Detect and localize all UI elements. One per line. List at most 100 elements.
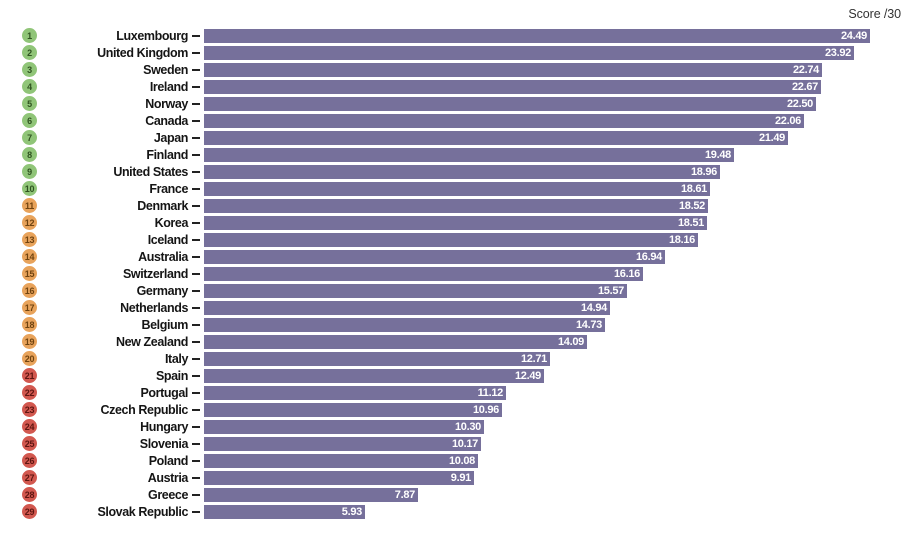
score-value: 16.16 xyxy=(613,267,640,280)
country-label: United Kingdom xyxy=(97,45,188,60)
score-value: 11.12 xyxy=(477,386,504,399)
country-label: Canada xyxy=(145,113,188,128)
score-value: 22.50 xyxy=(786,97,813,110)
bar-area: 22.50 xyxy=(204,96,908,111)
tick-mark xyxy=(192,119,200,122)
tick-mark xyxy=(192,85,200,88)
score-value: 19.48 xyxy=(704,148,731,161)
score-bar: 12.49 xyxy=(204,368,544,383)
chart-row: 11 Denmark 18.52 xyxy=(0,197,908,214)
tick-mark xyxy=(192,68,200,71)
rank-badge: 3 xyxy=(22,62,37,77)
score-value: 9.91 xyxy=(450,471,472,484)
chart-row: 21 Spain 12.49 xyxy=(0,367,908,384)
country-label: Switzerland xyxy=(122,266,188,281)
country-label: Poland xyxy=(148,453,189,468)
tick-mark xyxy=(192,306,200,309)
chart-row: 14 Australia 16.94 xyxy=(0,248,908,265)
chart-row: 22 Portugal 11.12 xyxy=(0,384,908,401)
score-value: 10.96 xyxy=(472,403,499,416)
chart-row: 20 Italy 12.71 xyxy=(0,350,908,367)
chart-row: 4 Ireland 22.67 xyxy=(0,78,908,95)
country-label: Portugal xyxy=(140,385,189,400)
chart-row: 6 Canada 22.06 xyxy=(0,112,908,129)
country-label: Greece xyxy=(148,487,188,502)
country-label: Italy xyxy=(164,351,188,366)
rank-badge: 26 xyxy=(22,453,37,468)
chart-row: 25 Slovenia 10.17 xyxy=(0,435,908,452)
rank-badge: 28 xyxy=(22,487,37,502)
bar-area: 11.12 xyxy=(204,385,908,400)
rank-badge: 11 xyxy=(22,198,37,213)
bar-area: 21.49 xyxy=(204,130,908,145)
score-bar: 18.16 xyxy=(204,232,698,247)
tick-mark xyxy=(192,408,200,411)
score-bar: 10.30 xyxy=(204,419,484,434)
country-label: Austria xyxy=(147,470,189,485)
tick-mark xyxy=(192,493,200,496)
bar-area: 12.71 xyxy=(204,351,908,366)
rank-badge: 6 xyxy=(22,113,37,128)
rank-badge: 21 xyxy=(22,368,37,383)
score-bar: 18.61 xyxy=(204,181,710,196)
score-bar: 14.09 xyxy=(204,334,587,349)
bar-area: 10.30 xyxy=(204,419,908,434)
bar-area: 22.67 xyxy=(204,79,908,94)
bar-area: 10.96 xyxy=(204,402,908,417)
tick-mark xyxy=(192,34,200,37)
score-value: 15.57 xyxy=(597,284,624,297)
bar-area: 7.87 xyxy=(204,487,908,502)
tick-mark xyxy=(192,102,200,105)
tick-mark xyxy=(192,272,200,275)
rank-badge: 13 xyxy=(22,232,37,247)
tick-mark xyxy=(192,204,200,207)
bar-area: 22.74 xyxy=(204,62,908,77)
score-value: 24.49 xyxy=(840,29,867,42)
country-label: Belgium xyxy=(141,317,188,332)
score-value: 10.30 xyxy=(454,420,481,433)
bar-area: 23.92 xyxy=(204,45,908,60)
country-label: Germany xyxy=(136,283,189,298)
score-value: 18.16 xyxy=(668,233,695,246)
bar-area: 18.52 xyxy=(204,198,908,213)
chart-row: 13 Iceland 18.16 xyxy=(0,231,908,248)
score-value: 21.49 xyxy=(758,131,785,144)
score-value: 18.51 xyxy=(677,216,704,229)
bar-area: 10.17 xyxy=(204,436,908,451)
chart-row: 26 Poland 10.08 xyxy=(0,452,908,469)
chart-row: 18 Belgium 14.73 xyxy=(0,316,908,333)
bar-area: 22.06 xyxy=(204,113,908,128)
country-label: Slovak Republic xyxy=(97,504,188,519)
score-value: 18.96 xyxy=(690,165,717,178)
rank-badge: 27 xyxy=(22,470,37,485)
bar-area: 9.91 xyxy=(204,470,908,485)
score-value: 23.92 xyxy=(824,46,851,59)
rank-badge: 20 xyxy=(22,351,37,366)
score-value: 14.09 xyxy=(557,335,584,348)
country-label: Slovenia xyxy=(139,436,189,451)
score-bar: 24.49 xyxy=(204,28,870,43)
score-value: 14.94 xyxy=(580,301,607,314)
chart-row: 19 New Zealand 14.09 xyxy=(0,333,908,350)
rank-badge: 2 xyxy=(22,45,37,60)
chart-row: 24 Hungary 10.30 xyxy=(0,418,908,435)
score-bar: 16.94 xyxy=(204,249,665,264)
score-value: 7.87 xyxy=(394,488,416,501)
rank-badge: 23 xyxy=(22,402,37,417)
score-bar: 10.08 xyxy=(204,453,478,468)
tick-mark xyxy=(192,255,200,258)
tick-mark xyxy=(192,425,200,428)
bar-area: 12.49 xyxy=(204,368,908,383)
country-label: New Zealand xyxy=(115,334,188,349)
chart-row: 5 Norway 22.50 xyxy=(0,95,908,112)
country-label: Finland xyxy=(146,147,188,162)
score-bar: 16.16 xyxy=(204,266,643,281)
chart-row: 1 Luxembourg 24.49 xyxy=(0,27,908,44)
score-bar: 5.93 xyxy=(204,504,365,519)
score-value: 5.93 xyxy=(341,505,363,518)
rank-badge: 16 xyxy=(22,283,37,298)
country-label: Hungary xyxy=(140,419,188,434)
score-value: 22.67 xyxy=(791,80,818,93)
chart-row: 9 United States 18.96 xyxy=(0,163,908,180)
